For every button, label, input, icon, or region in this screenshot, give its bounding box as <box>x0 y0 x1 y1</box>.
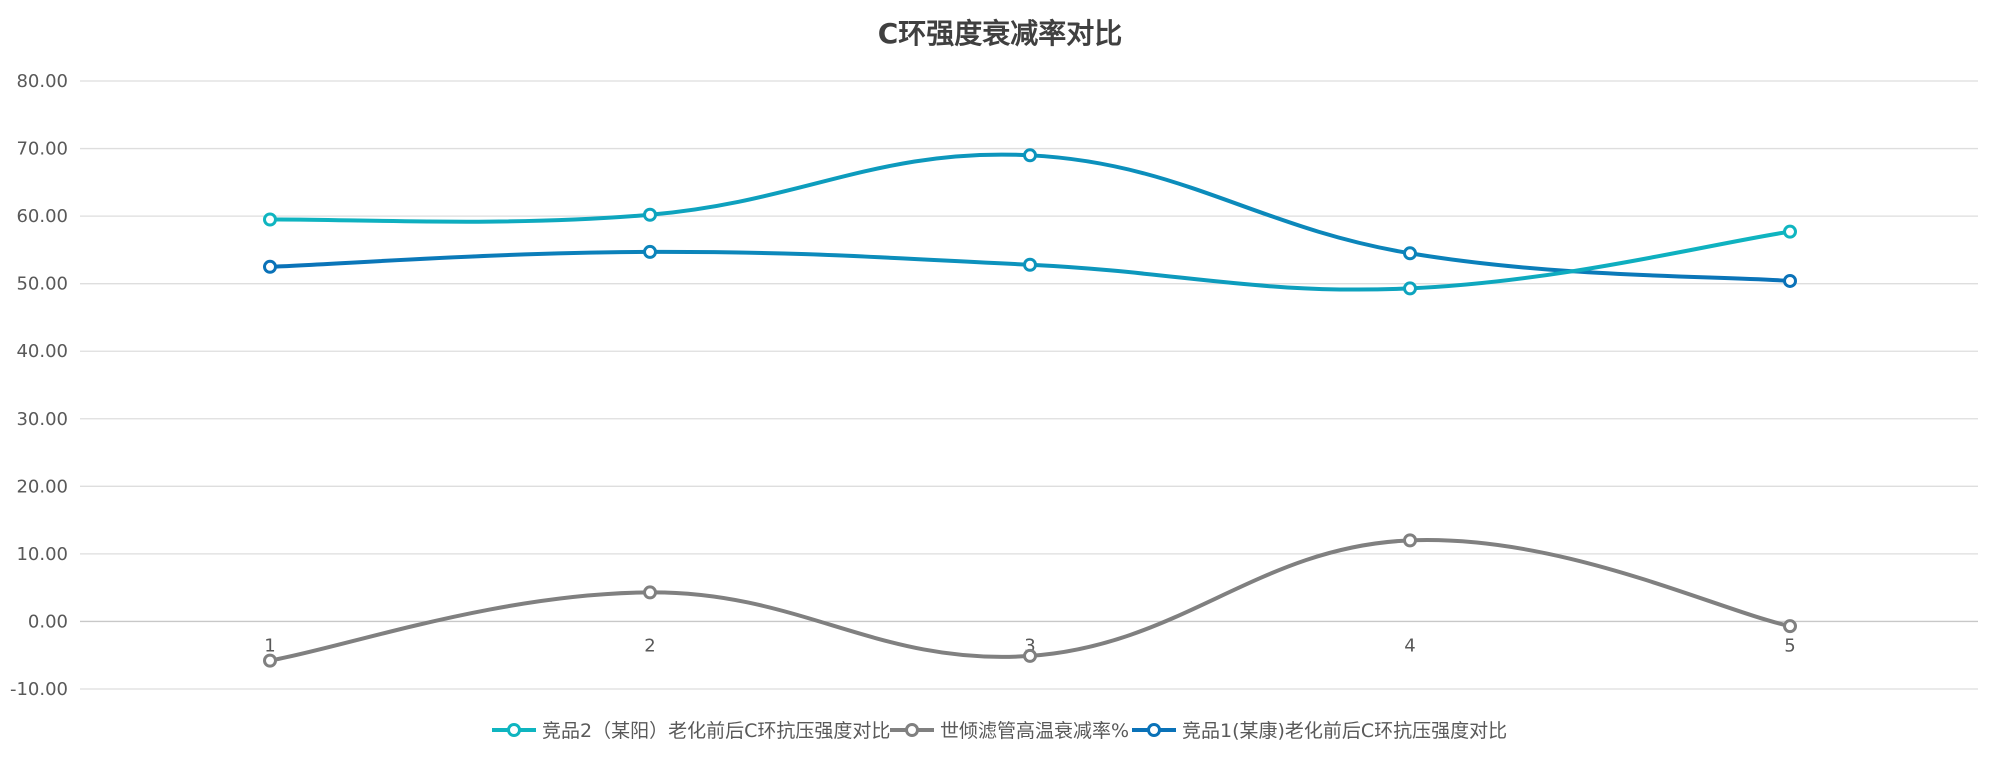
x-tick-label: 4 <box>1404 635 1415 656</box>
data-point <box>1403 246 1417 261</box>
x-tick-label: 2 <box>644 635 655 656</box>
data-point <box>1403 533 1417 548</box>
y-tick-label: 50.00 <box>16 274 68 295</box>
data-point <box>263 212 277 227</box>
y-tick-label: 20.00 <box>16 476 68 497</box>
data-point <box>643 244 657 259</box>
legend-swatch-marker <box>507 723 521 737</box>
y-tick-label: 40.00 <box>16 341 68 362</box>
y-tick-label: -10.00 <box>10 679 68 700</box>
data-point <box>1783 619 1797 634</box>
data-point <box>1783 224 1797 239</box>
data-point <box>1023 148 1037 163</box>
data-point <box>1783 273 1797 288</box>
x-axis-ticks: 1 2 3 4 5 <box>264 635 1795 656</box>
x-tick-label: 1 <box>264 635 275 656</box>
legend-item: 世倾滤管高温衰减率% <box>890 720 1129 742</box>
legend-item: 竞品1(某康)老化前后C环抗压强度对比 <box>1132 720 1507 742</box>
legend-label: 竞品2（某阳）老化前后C环抗压强度对比 <box>542 720 890 742</box>
legend-swatch-marker <box>905 723 919 737</box>
y-tick-label: 60.00 <box>16 206 68 227</box>
data-point <box>1023 648 1037 663</box>
y-tick-label: 30.00 <box>16 409 68 430</box>
legend-label: 世倾滤管高温衰减率% <box>940 720 1129 742</box>
y-tick-label: 80.00 <box>16 71 68 92</box>
y-tick-label: 10.00 <box>16 544 68 565</box>
data-point <box>643 207 657 222</box>
gridlines <box>80 80 1978 690</box>
legend-label: 竞品1(某康)老化前后C环抗压强度对比 <box>1182 720 1507 742</box>
legend-item: 竞品2（某阳）老化前后C环抗压强度对比 <box>492 720 890 742</box>
legend-swatch-marker <box>1147 723 1161 737</box>
data-point <box>263 653 277 668</box>
x-tick-label: 3 <box>1024 635 1035 656</box>
legend: 竞品2（某阳）老化前后C环抗压强度对比 世倾滤管高温衰减率% 竞品1(某康)老化前后… <box>492 720 1507 742</box>
series-3 <box>263 224 1797 296</box>
y-tick-label: 70.00 <box>16 139 68 160</box>
chart-title: C环强度衰减率对比 <box>878 17 1123 50</box>
series-1 <box>263 148 1797 288</box>
y-tick-label: 0.00 <box>28 611 68 632</box>
data-point <box>263 259 277 274</box>
data-point <box>1023 257 1037 272</box>
x-tick-label: 5 <box>1784 635 1795 656</box>
series-2 <box>263 533 1797 668</box>
data-point <box>643 585 657 600</box>
series-lines <box>263 148 1797 668</box>
data-point <box>1403 281 1417 296</box>
y-axis-ticks: 80.00 70.00 60.00 50.00 40.00 30.00 20.00 10.00… <box>10 71 68 700</box>
